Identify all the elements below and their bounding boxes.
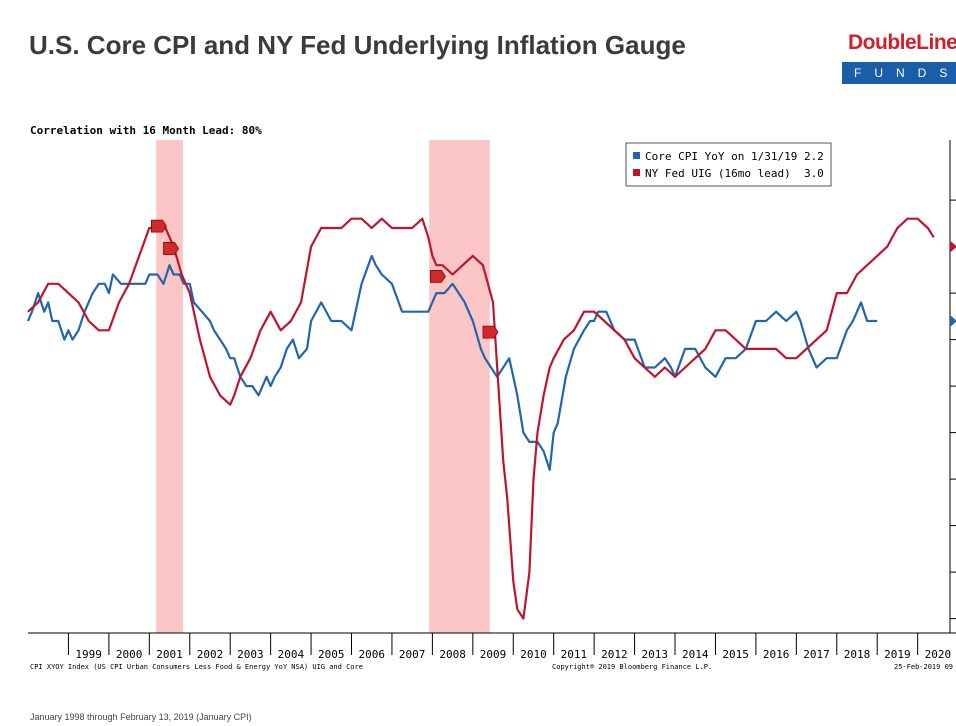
x-tick-label-2000: 2000 (116, 648, 143, 661)
legend-label-uig: NY Fed UIG (16mo lead) 3.0 (645, 167, 824, 180)
recession-marker-1 (151, 219, 167, 233)
right-axis-flag-core (950, 315, 956, 327)
x-tick-label-2010: 2010 (520, 648, 547, 661)
recession-marker-4 (482, 325, 499, 339)
x-tick-label-2020: 2020 (925, 648, 952, 661)
chart: 1999 2000 2001 2002 2003 2004 2005 2006 2007 2008… (26, 124, 956, 671)
x-tick-label-2013: 2013 (642, 648, 669, 661)
x-tick-label-2014: 2014 (682, 648, 709, 661)
x-tick-label-2007: 2007 (399, 648, 426, 661)
legend-box (625, 142, 832, 187)
recession-marker-2 (163, 242, 180, 255)
source-left: CPI XYOY Index (US CPI Urban Consumers L… (30, 663, 363, 671)
x-tick-label-2002: 2002 (197, 648, 224, 661)
x-tick-label-2018: 2018 (844, 648, 871, 661)
x-tick-label-2006: 2006 (358, 648, 385, 661)
x-tick-label-2003: 2003 (237, 648, 264, 661)
x-tick-label-2008: 2008 (439, 648, 466, 661)
source-center: Copyright® 2019 Bloomberg Finance L.P. (552, 663, 712, 671)
series-line-uig (27, 217, 935, 620)
chart-annotation: Correlation with 16 Month Lead: 80% (30, 124, 262, 137)
footnote: January 1998 through February 13, 2019 (… (30, 712, 252, 722)
x-tick-label-2016: 2016 (763, 648, 790, 661)
x-tick-label-1999: 1999 (75, 648, 102, 661)
x-tick-label-2015: 2015 (722, 648, 749, 661)
x-ticks: 1999 2000 2001 2002 2003 2004 2005 2006 2007 2008… (67, 633, 952, 661)
x-tick-label-2004: 2004 (278, 648, 305, 661)
x-tick-label-2019: 2019 (884, 648, 911, 661)
legend: Core CPI YoY on 1/31/19 2.2 NY Fed UIG (… (625, 142, 832, 187)
recession-bands (156, 140, 490, 633)
logo-sub: FUNDS (842, 62, 956, 84)
legend-label-core: Core CPI YoY on 1/31/19 2.2 (645, 150, 824, 163)
logo-brand: DoubleLine (848, 31, 956, 54)
right-axis-flag-uig (950, 240, 956, 253)
recession-band-1 (156, 140, 183, 633)
y-ticks (950, 199, 956, 620)
source-right: 25-Feb-2019 09 (894, 663, 953, 671)
x-tick-label-2012: 2012 (601, 648, 628, 661)
x-tick-label-2005: 2005 (318, 648, 345, 661)
x-tick-label-2009: 2009 (480, 648, 507, 661)
x-tick-label-2011: 2011 (561, 648, 588, 661)
doubleline-logo: DoubleLine FUNDS (842, 30, 956, 86)
recession-marker-3 (430, 269, 446, 283)
legend-swatch-uig (633, 169, 640, 176)
recession-markers (151, 219, 956, 339)
series-line-core (26, 254, 878, 471)
legend-swatch-core (633, 152, 640, 159)
x-tick-label-2017: 2017 (803, 648, 830, 661)
page-title: U.S. Core CPI and NY Fed Underlying Infl… (29, 30, 686, 60)
recession-band-2 (429, 140, 490, 633)
series-lines (26, 217, 935, 620)
x-tick-label-2001: 2001 (156, 648, 183, 661)
